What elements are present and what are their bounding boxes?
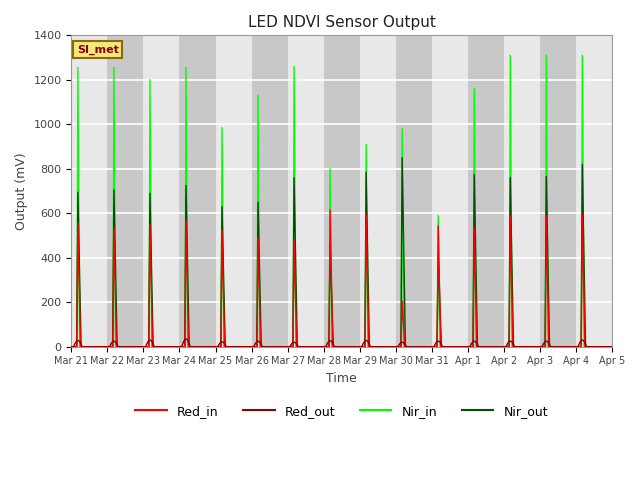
Red_out [401, 341, 408, 347]
Red_in [543, 213, 550, 218]
Red_out [248, 344, 255, 349]
Title: LED NDVI Sensor Output: LED NDVI Sensor Output [248, 15, 436, 30]
Nir_in [608, 344, 616, 349]
Bar [216, 36, 252, 347]
Nir_out [398, 155, 406, 160]
Bar [72, 36, 108, 347]
Red_in [326, 207, 334, 213]
Nir_out [506, 175, 514, 180]
Bar [468, 36, 504, 347]
Red_out [182, 336, 190, 342]
Nir_in [68, 344, 76, 349]
Red_in [68, 344, 76, 349]
Line: Nir_out: Nir_out [72, 157, 612, 347]
Red_in [109, 344, 116, 349]
Red_out [367, 344, 374, 349]
Red_in [608, 344, 616, 349]
Bar [179, 36, 216, 347]
Nir_in [472, 344, 480, 349]
Red_out [78, 344, 86, 349]
Bar [287, 36, 324, 347]
Nir_in [500, 344, 508, 349]
Bar [252, 36, 287, 347]
Text: SI_met: SI_met [77, 45, 118, 55]
Line: Red_in: Red_in [72, 210, 612, 347]
Red_in [470, 225, 478, 230]
Red_out [608, 344, 616, 349]
Red_out [502, 344, 510, 349]
Nir_out [500, 344, 508, 349]
Line: Red_out: Red_out [72, 339, 612, 347]
Bar [432, 36, 468, 347]
Nir_out [109, 344, 116, 349]
Nir_in [543, 52, 550, 58]
Nir_out [608, 344, 616, 349]
Nir_in [109, 344, 117, 349]
Nir_out [543, 174, 550, 180]
Nir_in [506, 52, 514, 58]
Line: Nir_in: Nir_in [72, 55, 612, 347]
Bar [396, 36, 432, 347]
Bar [540, 36, 576, 347]
Nir_out [68, 344, 76, 349]
Red_out [68, 344, 76, 349]
Y-axis label: Output (mV): Output (mV) [15, 152, 28, 230]
Bar [576, 36, 612, 347]
Bar [108, 36, 143, 347]
Red_in [500, 344, 508, 349]
Bar [324, 36, 360, 347]
Red_in [506, 213, 514, 218]
Legend: Red_in, Red_out, Nir_in, Nir_out: Red_in, Red_out, Nir_in, Nir_out [131, 400, 553, 423]
X-axis label: Time: Time [326, 372, 357, 385]
Nir_in [506, 344, 513, 349]
Bar [504, 36, 540, 347]
Nir_out [470, 171, 478, 177]
Nir_out [500, 344, 508, 349]
Red_in [500, 344, 508, 349]
Bar [360, 36, 396, 347]
Nir_in [470, 344, 477, 349]
Red_out [401, 342, 409, 348]
Bar [143, 36, 179, 347]
